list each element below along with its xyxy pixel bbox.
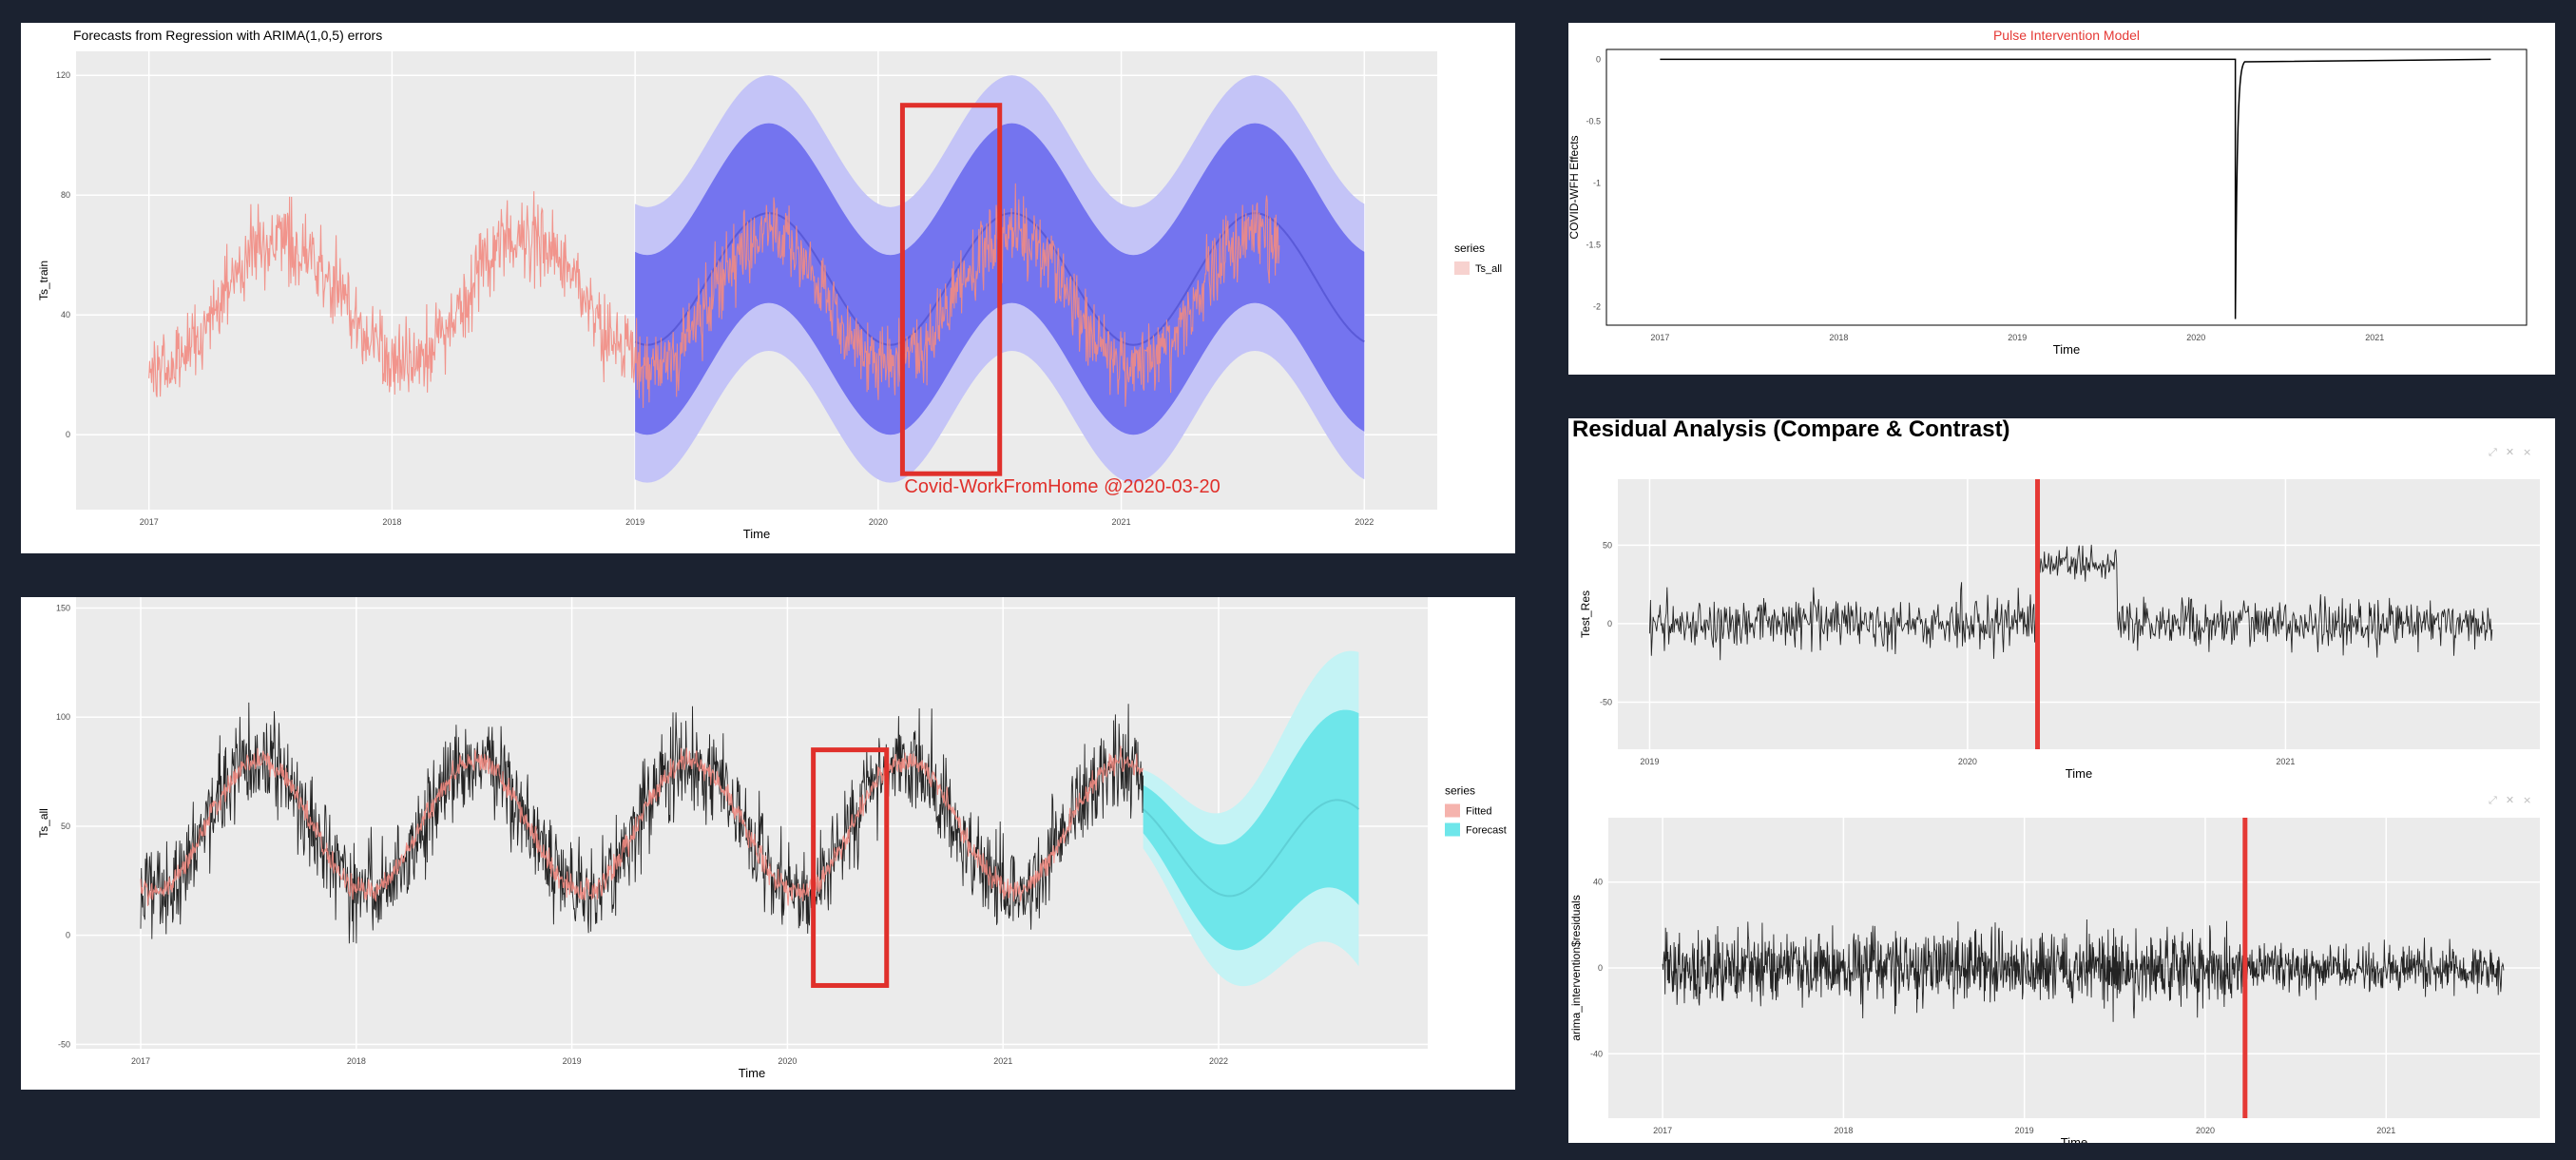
y-tick-label: 40 xyxy=(1593,878,1603,887)
expand-icon[interactable]: ⤢ xyxy=(2489,794,2506,806)
y-tick-label: -50 xyxy=(58,1039,70,1049)
x-axis-title: Time xyxy=(743,527,770,541)
covid-highlight-box xyxy=(811,747,890,988)
y-tick-label: 0 xyxy=(66,931,70,940)
x-axis-title: Time xyxy=(2066,766,2092,781)
y-axis-title: Test_Res xyxy=(1579,590,1592,638)
x-axis-title: Time xyxy=(2053,342,2080,357)
legend-label: Ts_all xyxy=(1475,263,1502,275)
close-icon[interactable]: ✕ xyxy=(2505,794,2524,806)
x-tick-label: 2018 xyxy=(382,517,401,527)
x-tick-label: 2022 xyxy=(1355,517,1374,527)
fitted-forecast-panel: 2017 2018 2019 2020 2021 2022 -50 0 50 100 150 Time… xyxy=(21,597,1515,1090)
close-icon[interactable]: ✕ xyxy=(2505,446,2524,458)
y-tick-label: -1 xyxy=(1593,178,1601,187)
series-line-test_res xyxy=(1648,544,2493,661)
legend-label: Fitted xyxy=(1466,806,1492,818)
forecast-arima-panel: Covid-WorkFromHome @2020-03-20 2017 2018 20… xyxy=(21,23,1515,553)
x-tick-label: 2022 xyxy=(1209,1056,1228,1066)
y-axis-title: Ts_train xyxy=(37,261,50,300)
x-tick-label: 2017 xyxy=(1653,1126,1672,1135)
x-tick-label: 2019 xyxy=(625,517,644,527)
legend-key xyxy=(1445,803,1460,818)
legend-label: Forecast xyxy=(1466,825,1507,837)
close-x-icon[interactable]: × xyxy=(2523,446,2541,458)
y-tick-label: -1.5 xyxy=(1586,240,1601,249)
y-axis-title: Ts_all xyxy=(37,808,50,838)
covid-annotation-label: Covid-WorkFromHome @2020-03-20 xyxy=(904,476,1220,497)
plot-background xyxy=(1606,49,2527,325)
residuals-bottom-chart: 2017 2018 2019 2020 2021 -40 0 40 Time arima_inte… xyxy=(1569,818,2540,1143)
pulse-intervention-panel: 2017 2018 2019 2020 2021 -2 -1.5 -1 -0.5 0 Time COV… xyxy=(1568,23,2555,375)
y-tick-label: -0.5 xyxy=(1586,116,1601,126)
x-tick-label: 2019 xyxy=(2008,333,2027,342)
x-tick-label: 2020 xyxy=(2186,333,2205,342)
x-tick-label: 2019 xyxy=(2015,1126,2034,1135)
x-tick-label: 2019 xyxy=(1640,757,1659,766)
y-tick-label: 40 xyxy=(61,310,70,319)
x-tick-label: 2019 xyxy=(563,1056,582,1066)
series-line-residuals xyxy=(1662,918,2505,1022)
residual-analysis-panel: Residual Analysis (Compare & Contrast) ⤢… xyxy=(1568,418,2555,1143)
y-tick-label: -2 xyxy=(1593,301,1601,311)
y-tick-label: 50 xyxy=(61,822,70,831)
legend-title: series xyxy=(1445,784,1475,798)
x-tick-label: 2020 xyxy=(778,1056,797,1066)
collapse-icon[interactable]: × xyxy=(2523,794,2541,806)
x-tick-label: 2021 xyxy=(993,1056,1012,1066)
plot-frame xyxy=(1605,48,2528,326)
x-tick-label: 2018 xyxy=(1834,1126,1853,1135)
y-tick-label: 120 xyxy=(56,70,70,80)
pulse-effect-line xyxy=(1660,58,2491,319)
forecast-arima-chart: Covid-WorkFromHome @2020-03-20 2017 2018 20… xyxy=(37,28,1502,541)
plot-background xyxy=(1618,479,2540,749)
y-tick-label: 0 xyxy=(1607,619,1612,628)
x-tick-label: 2017 xyxy=(131,1056,150,1066)
x-tick-label: 2021 xyxy=(2365,333,2384,342)
y-tick-label: 100 xyxy=(56,712,70,722)
x-tick-label: 2020 xyxy=(869,517,888,527)
y-tick-label: 0 xyxy=(66,430,70,439)
x-axis-title: Time xyxy=(2061,1135,2087,1143)
y-tick-label: -50 xyxy=(1600,697,1612,706)
y-tick-label: -40 xyxy=(1590,1049,1603,1058)
y-tick-label: 150 xyxy=(56,603,70,612)
y-axis-title: COVID-WFH Effects xyxy=(1568,135,1581,239)
residual-analysis-title: Residual Analysis (Compare & Contrast) xyxy=(1572,418,2010,442)
x-tick-label: 2021 xyxy=(1112,517,1131,527)
residuals-top-chart: 2019 2020 2021 -50 0 50 Time Test_Res xyxy=(1579,479,2540,781)
x-tick-label: 2018 xyxy=(1829,333,1848,342)
window-controls-top[interactable]: ⤢✕× xyxy=(2489,446,2540,459)
x-tick-label: 2020 xyxy=(2196,1126,2215,1135)
x-tick-label: 2021 xyxy=(2276,757,2295,766)
series-line-fitted xyxy=(140,745,1144,906)
forecast-80-band xyxy=(1143,709,1359,951)
legend-key xyxy=(1454,261,1470,275)
pulse-intervention-chart: 2017 2018 2019 2020 2021 -2 -1.5 -1 -0.5 0 Time COV… xyxy=(1568,28,2528,357)
y-tick-label: 0 xyxy=(1596,54,1601,64)
chart-title: Forecasts from Regression with ARIMA(1,0… xyxy=(73,28,382,43)
legend-key xyxy=(1445,822,1460,837)
x-tick-label: 2017 xyxy=(1650,333,1669,342)
y-tick-label: 0 xyxy=(1598,963,1603,973)
x-tick-label: 2020 xyxy=(1958,757,1977,766)
y-tick-label: 50 xyxy=(1603,540,1612,550)
window-controls-bottom[interactable]: ⤢✕× xyxy=(2489,794,2540,807)
x-tick-label: 2018 xyxy=(347,1056,366,1066)
forecast-mean-line xyxy=(1142,799,1360,898)
expand-icon[interactable]: ⤢ xyxy=(2489,446,2506,458)
chart-title: Pulse Intervention Model xyxy=(1993,28,2140,43)
x-tick-label: 2021 xyxy=(2376,1126,2395,1135)
fitted-forecast-chart: 2017 2018 2019 2020 2021 2022 -50 0 50 100 150 Time… xyxy=(37,597,1507,1080)
series-line-ts_all xyxy=(148,183,1280,409)
covid-highlight-box xyxy=(899,103,1003,476)
y-axis-title: arima_intervention$residuals xyxy=(1569,895,1583,1040)
legend-title: series xyxy=(1454,242,1485,255)
x-tick-label: 2017 xyxy=(140,517,159,527)
x-axis-title: Time xyxy=(739,1066,765,1080)
y-tick-label: 80 xyxy=(61,190,70,200)
